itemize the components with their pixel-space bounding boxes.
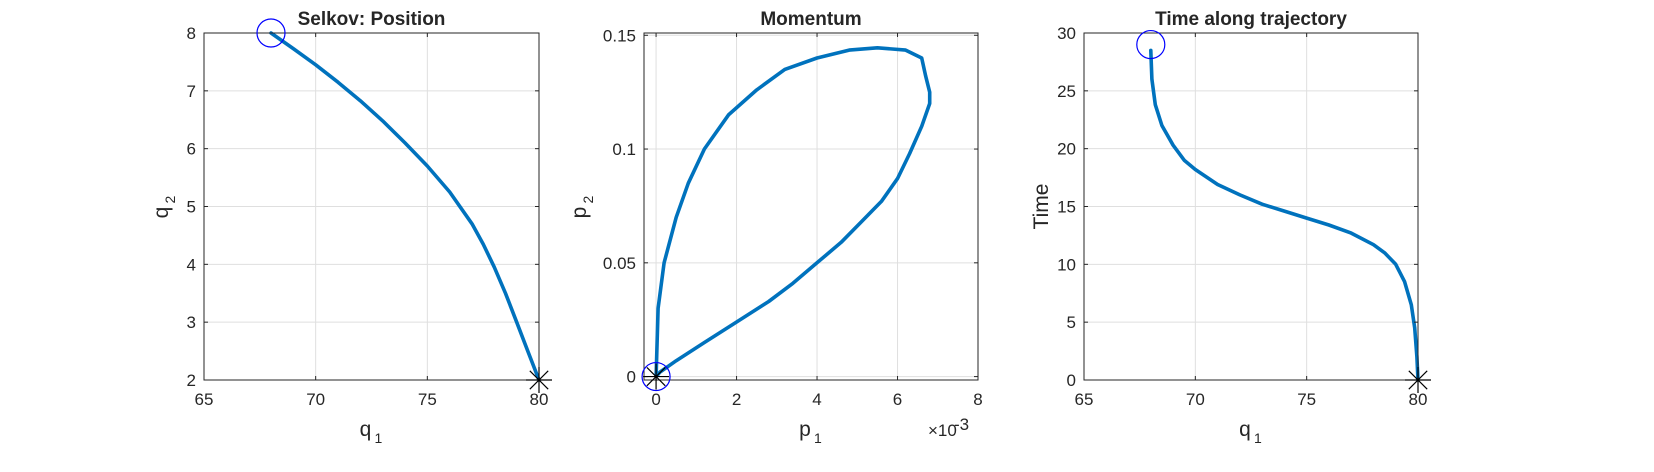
time-y-tick-label: 20 [1057,140,1076,159]
position-y-axis-label: q 2 [150,196,178,219]
time-y-axis-label: Time [1030,184,1053,230]
momentum-x-label-subscript: 1 [814,430,822,446]
momentum-x-tick-label: 8 [973,390,982,409]
position-y-label-main: q [150,207,173,219]
position-y-label-subscript: 2 [162,196,178,204]
position-y-tick-label: 2 [187,371,196,390]
time-plot-title: Time along trajectory [1155,9,1347,30]
position-x-tick-label: 65 [195,390,214,409]
momentum-axes-frame [643,32,979,381]
momentum-y-tick-label: 0.15 [603,26,636,45]
time-x-tick-label: 75 [1297,390,1316,409]
position-trajectory-line [269,31,541,382]
time-y-tick-label: 0 [1067,371,1076,390]
position-plot-title: Selkov: Position [298,9,446,30]
time-x-label-subscript: 1 [1254,430,1262,446]
time-y-tick-label: 5 [1067,313,1076,332]
momentum-x-label-main: p [799,418,811,441]
time-x-tick-label: 80 [1409,390,1428,409]
position-y-tick-label: 6 [187,140,196,159]
time-plot: 65 70 75 80 0 5 10 15 20 25 30 Time along trajecto… [1030,9,1431,446]
momentum-plot: 0 2 4 6 8 0 0.05 0.1 0.15 Momentum p 1 p 2 ×10 -… [568,9,983,446]
momentum-x-tick-label: 4 [812,390,821,409]
momentum-y-tick-label: 0 [627,368,636,387]
time-x-axis-label: q 1 [1239,418,1262,446]
momentum-x-tick-label: 6 [893,390,902,409]
momentum-y-tick-label: 0.05 [603,254,636,273]
position-end-asterisk-marker [526,367,552,393]
position-x-label-main: q [360,418,372,441]
time-y-tick-label: 25 [1057,82,1076,101]
momentum-x-exponent: ×10 -3 [928,415,969,440]
position-y-tick-label: 5 [187,198,196,217]
position-y-tick-label: 3 [187,313,196,332]
time-y-tick-label: 10 [1057,255,1076,274]
time-y-tick-label: 15 [1057,198,1076,217]
position-y-tick-label: 8 [187,24,196,43]
time-trajectory-line [1149,48,1420,382]
momentum-x-axis-label: p 1 [799,418,822,446]
position-x-label-subscript: 1 [375,430,383,446]
time-end-asterisk-marker [1405,367,1431,393]
momentum-y-label-subscript: 2 [580,196,596,204]
momentum-axes-background [644,33,978,380]
position-x-tick-label: 70 [306,390,325,409]
momentum-y-tick-label: 0.1 [612,140,636,159]
position-plot: 65 70 75 80 2 3 4 5 6 7 8 Selkov: Position q 1 q 2 [150,9,552,446]
momentum-y-label-main: p [568,207,591,219]
momentum-start-circle-marker [641,361,671,392]
time-start-circle-marker [1136,29,1166,60]
momentum-x-exponent-power: -3 [954,415,969,434]
momentum-end-asterisk-marker [643,363,670,390]
time-x-tick-label: 65 [1075,390,1094,409]
momentum-x-tick-label: 0 [651,390,660,409]
position-x-tick-label: 80 [530,390,549,409]
time-y-label-main: Time [1030,184,1053,230]
momentum-trajectory-line [654,45,932,379]
position-y-tick-label: 4 [187,255,196,274]
momentum-x-tick-label: 2 [732,390,741,409]
time-y-tick-label: 30 [1057,24,1076,43]
time-x-tick-label: 70 [1186,390,1205,409]
momentum-y-axis-label: p 2 [568,196,596,219]
momentum-plot-title: Momentum [760,9,861,30]
position-start-circle-marker [256,18,286,48]
momentum-x-exponent-base: ×10 [928,421,957,440]
position-x-axis-label: q 1 [360,418,383,446]
position-x-tick-label: 75 [418,390,437,409]
time-x-label-main: q [1239,418,1251,441]
position-y-tick-label: 7 [187,82,196,101]
